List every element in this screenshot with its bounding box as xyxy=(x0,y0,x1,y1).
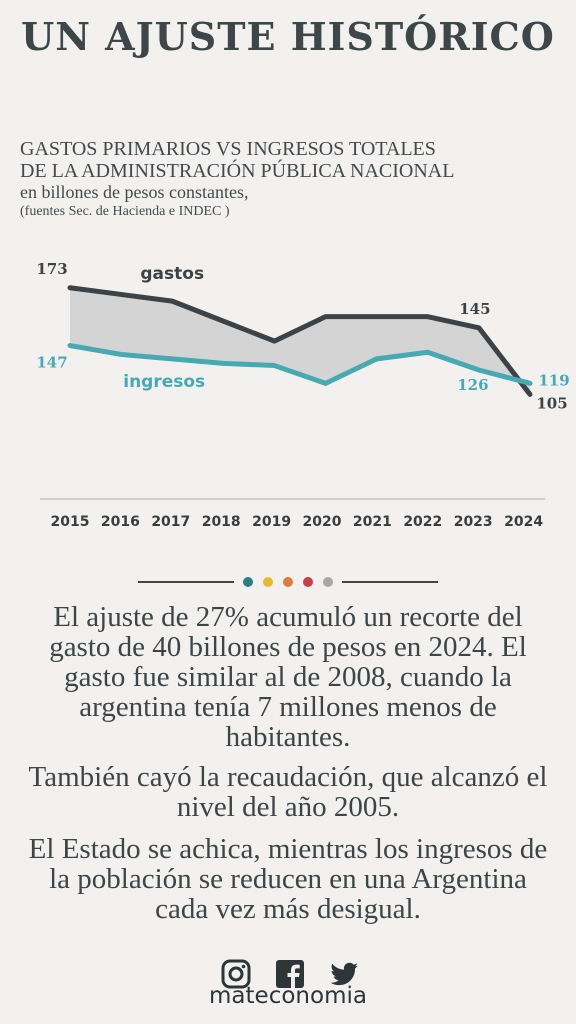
x-tick-label-2023: 2023 xyxy=(454,514,493,530)
x-tick-label-2024: 2024 xyxy=(504,514,543,530)
divider-dot-3 xyxy=(283,577,293,587)
divider-dot-2 xyxy=(263,577,273,587)
twitter-icon[interactable] xyxy=(328,958,360,990)
subtitle-line-2: DE LA ADMINISTRACIÓN PÚBLICA NACIONAL xyxy=(20,160,455,182)
brand-name: mateconomia xyxy=(209,983,367,1009)
data-label-gastos-2015: 173 xyxy=(36,260,67,278)
headline: UN AJUSTE HISTÓRICO xyxy=(21,14,555,59)
section-divider xyxy=(138,577,438,587)
series-line-ingresos xyxy=(67,343,533,386)
x-tick-label-2020: 2020 xyxy=(303,514,342,530)
data-label-ingresos-2015: 147 xyxy=(36,354,67,372)
subtitle-sources: (fuentes Sec. de Hacienda e INDEC ) xyxy=(20,204,230,219)
subtitle-line-1: GASTOS PRIMARIOS VS INGRESOS TOTALES xyxy=(20,138,436,160)
social-links xyxy=(216,958,366,992)
x-tick-label-2017: 2017 xyxy=(151,514,190,530)
x-tick-label-2015: 2015 xyxy=(51,514,90,530)
subtitle-units: en billones de pesos constantes, xyxy=(20,182,249,202)
divider-dot-4 xyxy=(303,577,313,587)
series-label-ingresos: ingresos xyxy=(123,372,205,392)
paragraph-estado: El Estado se achica, mientras los ingres… xyxy=(28,833,548,925)
line-chart: gastos ingresos 173 145 105 147 126 119 2015 2016… xyxy=(36,260,569,530)
chart-subtitle: GASTOS PRIMARIOS VS INGRESOS TOTALES DE … xyxy=(20,138,560,222)
divider-dot-5 xyxy=(323,577,333,587)
x-tick-label-2022: 2022 xyxy=(403,514,442,530)
x-tick-label-2018: 2018 xyxy=(202,514,241,530)
x-tick-label-2016: 2016 xyxy=(101,514,140,530)
series-label-gastos: gastos xyxy=(140,264,204,284)
gap-area xyxy=(70,287,530,395)
data-label-ingresos-2024: 119 xyxy=(538,371,569,389)
x-tick-label-2021: 2021 xyxy=(353,514,392,530)
x-tick-label-2019: 2019 xyxy=(252,514,291,530)
facebook-icon[interactable] xyxy=(274,958,306,990)
paragraph-ajuste: El ajuste de 27% acumuló un recorte del … xyxy=(49,601,527,753)
paragraph-recaudacion: También cayó la recaudación, que alcanzó… xyxy=(28,761,548,823)
data-label-gastos-2024: 105 xyxy=(536,394,567,412)
instagram-icon[interactable] xyxy=(220,958,252,990)
data-label-gastos-2023: 145 xyxy=(459,300,490,318)
divider-dot-1 xyxy=(243,577,253,587)
series-line-gastos xyxy=(67,285,533,397)
data-label-ingresos-2023: 126 xyxy=(457,376,488,394)
